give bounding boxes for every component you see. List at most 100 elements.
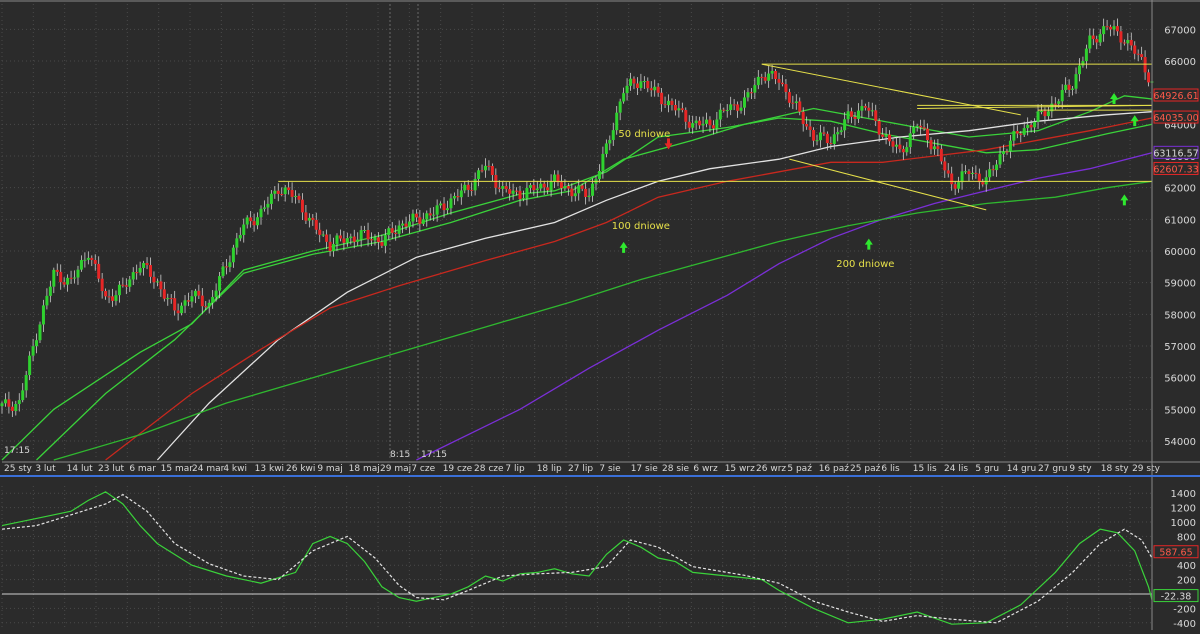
candle-body xyxy=(238,235,242,239)
candle-up xyxy=(269,190,273,210)
candle-down xyxy=(338,229,342,242)
x-tick-label: 27 lip xyxy=(568,464,593,474)
candle-body xyxy=(597,171,601,180)
candle-body xyxy=(218,276,222,291)
candle-body xyxy=(107,296,111,298)
candle-down xyxy=(760,73,764,85)
candle-up xyxy=(860,99,864,119)
candle-body xyxy=(511,190,515,194)
candle-body xyxy=(1064,84,1068,91)
candle-body xyxy=(881,134,885,137)
candle-up xyxy=(117,280,121,303)
candle-up xyxy=(307,213,311,228)
candle-body xyxy=(197,290,201,296)
candle-body xyxy=(818,132,822,141)
candle-down xyxy=(1147,69,1151,87)
candle-down xyxy=(981,178,985,187)
candle-body xyxy=(173,298,177,311)
candle-body xyxy=(953,184,957,189)
osc-tick-label: 1400 xyxy=(1171,489,1196,500)
candle-body xyxy=(111,296,115,301)
candle-body xyxy=(832,134,836,144)
candle-body xyxy=(867,107,871,111)
candle-up xyxy=(449,193,453,215)
candle-down xyxy=(325,229,329,250)
price-tag: 62607.33 xyxy=(1153,161,1199,175)
x-tick-label: 27 gru xyxy=(1038,464,1067,474)
price-tag-box xyxy=(1153,145,1199,159)
trend-lines xyxy=(761,63,1153,211)
candle-up xyxy=(142,260,146,276)
candle-body xyxy=(273,190,277,194)
candle-up xyxy=(48,280,52,303)
candle-body xyxy=(988,169,992,178)
candle-up xyxy=(31,338,35,362)
candle-body xyxy=(770,70,774,74)
candle-down xyxy=(1105,19,1109,31)
up-arrow-icon xyxy=(1110,93,1119,104)
candle-up xyxy=(79,255,83,272)
price-tag: 64926.61 xyxy=(1153,88,1199,102)
candle-down xyxy=(515,187,519,196)
candle-down xyxy=(570,183,574,202)
price-tag-box xyxy=(1153,589,1199,603)
x-tick-label: 15 mar xyxy=(161,464,194,474)
candle-body xyxy=(539,183,543,189)
candle-body xyxy=(1005,151,1009,153)
candle-body xyxy=(1012,131,1016,141)
candle-up xyxy=(587,188,591,202)
candle-up xyxy=(705,112,709,128)
candle-body xyxy=(204,306,208,308)
x-tick-label: 28 cze xyxy=(474,464,504,474)
candle-up xyxy=(591,178,595,202)
candle-up xyxy=(694,116,698,130)
candle-body xyxy=(342,238,346,243)
x-tick-label: 18 lip xyxy=(537,464,562,474)
candle-up xyxy=(128,275,132,292)
x-tick-label: 25 paź xyxy=(850,464,881,474)
candle-body xyxy=(1050,103,1054,112)
candle-body xyxy=(622,93,626,102)
candle-body xyxy=(798,101,802,112)
candle-body xyxy=(960,171,964,183)
ma-annotation: 200 dniowe xyxy=(836,259,894,270)
x-tick-label: 18 sty xyxy=(1101,464,1130,474)
candle-up xyxy=(770,64,774,80)
candle-body xyxy=(767,73,771,81)
candle-body xyxy=(801,111,805,124)
candle-down xyxy=(394,225,398,241)
candle-down xyxy=(107,289,111,304)
candle-down xyxy=(919,119,923,135)
candle-body xyxy=(445,208,449,211)
candle-down xyxy=(104,288,108,300)
candle-up xyxy=(3,393,7,407)
candle-down xyxy=(926,123,930,148)
price-tag-text: 587.65 xyxy=(1159,548,1192,559)
candle-body xyxy=(1033,121,1037,128)
osc-tick-label: 800 xyxy=(1177,532,1196,543)
candle-body xyxy=(1136,53,1140,55)
candle-down xyxy=(290,182,294,203)
candle-body xyxy=(1088,35,1092,49)
candle-up xyxy=(908,125,912,154)
candle-up xyxy=(38,321,42,344)
candle-body xyxy=(276,190,280,194)
candle-up xyxy=(24,370,28,398)
candle-body xyxy=(79,260,83,270)
candle-up xyxy=(794,94,798,110)
price-tick-label: 61000 xyxy=(1164,215,1196,226)
candle-body xyxy=(850,111,854,117)
candle-body xyxy=(41,305,45,325)
candle-body xyxy=(104,291,108,297)
candle-body xyxy=(62,282,66,285)
candle-body xyxy=(38,324,42,341)
candle-body xyxy=(660,92,664,105)
candle-down xyxy=(418,209,422,232)
candle-up xyxy=(715,111,719,134)
candle-up xyxy=(1081,56,1085,68)
candle-body xyxy=(736,104,740,111)
candle-body xyxy=(639,81,643,88)
candle-body xyxy=(221,266,225,277)
candle-up xyxy=(273,186,277,199)
price-tags: 64926.61 64035.00 63116.57 62607.33 587.65 -2… xyxy=(1153,88,1199,603)
